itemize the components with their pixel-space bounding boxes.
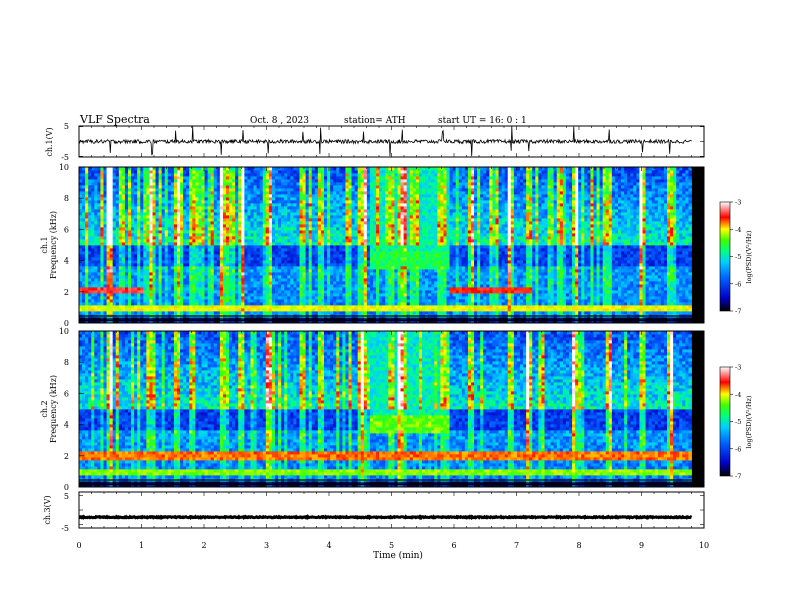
- ch1-spectrogram-image: [79, 167, 704, 324]
- x-tick-label: 9: [639, 541, 644, 550]
- figure-title: VLF Spectra: [79, 113, 150, 126]
- ch2-ytick-label: 4: [64, 421, 69, 430]
- ch1-colorbar-tick: -5: [735, 253, 741, 261]
- ch1-ytick-label: 6: [64, 225, 69, 234]
- ch2-spectrogram-panel: 0 2 4 6 8 10 Frequency (kHz) ch.2: [40, 327, 705, 492]
- ch1-ytick-label: 8: [64, 194, 69, 203]
- x-tick-label: 7: [514, 541, 519, 550]
- x-tick-labels: 0 1 2 3 4 5 6 7 8 9 10: [76, 541, 709, 550]
- ch1-waveform-panel: 5 -5 ch.1(V): [45, 122, 705, 162]
- ch3-waveform-line: [78, 514, 693, 521]
- start-time-label: start UT = 16: 0 : 1: [438, 116, 527, 126]
- ch2-ytick-label: 8: [64, 358, 69, 367]
- ch1-waveform-line: [78, 126, 692, 157]
- ch1-colorbar-tick: -4: [735, 226, 741, 234]
- ch1-waveform-ylabel: ch.1(V): [45, 127, 54, 156]
- ch2-ytick-label: 6: [64, 389, 69, 398]
- ch2-ytick-label: 0: [64, 483, 69, 492]
- ch2-colorbar-tick: -6: [735, 445, 741, 453]
- x-axis-label: Time (min): [373, 550, 423, 561]
- ch2-spectrogram-ylabel: Frequency (kHz): [49, 375, 58, 443]
- date-label: Oct. 8 , 2023: [250, 116, 309, 126]
- ch1-spectrogram-ylabel: Frequency (kHz): [49, 211, 58, 279]
- ch2-colorbar: log(PSD)(V²/Hz) -3 -4 -5 -6 -7: [719, 364, 753, 481]
- x-tick-label: 4: [326, 541, 331, 550]
- x-tick-label: 10: [699, 541, 709, 550]
- ch1-colorbar-tick: -6: [735, 280, 741, 288]
- station-label: station= ATH: [344, 116, 406, 126]
- x-tick-label: 1: [139, 541, 144, 550]
- ch2-ytick-label: 10: [59, 327, 69, 336]
- ch1-colorbar-tick: -3: [735, 199, 741, 207]
- ch2-colorbar-tick: -3: [735, 364, 741, 372]
- ch1-ytick-label: 2: [64, 288, 69, 297]
- ch1-colorbar-label: log(PSD)(V²/Hz): [745, 230, 753, 283]
- ch3-ytick-bottom: -5: [61, 524, 69, 533]
- ch1-ytick-label: 4: [64, 257, 69, 266]
- ch1-ytick-bottom: -5: [61, 153, 69, 162]
- ch1-ytick-label: 10: [59, 163, 69, 172]
- x-tick-label: 0: [76, 541, 81, 550]
- ch3-ytick-top: 5: [64, 492, 69, 501]
- ch2-ytick-label: 2: [64, 452, 69, 461]
- ch3-waveform-ylabel: ch.3(V): [43, 495, 52, 524]
- ch1-spectrogram-channel-label: ch.1: [40, 236, 49, 253]
- ch1-spectrogram-panel: 0 2 4 6 8 10 Frequency (kHz) ch.1: [40, 163, 705, 328]
- ch2-spectrogram-channel-label: ch.2: [40, 400, 49, 417]
- ch2-colorbar-tick: -4: [735, 391, 741, 399]
- ch2-spectrogram-image: [79, 331, 704, 488]
- x-tick-label: 6: [451, 541, 456, 550]
- ch3-waveform-panel: 5 -5 ch.3(V): [43, 491, 705, 533]
- ch1-ytick-top: 5: [64, 122, 69, 131]
- x-tick-label: 5: [389, 541, 394, 550]
- ch1-colorbar: log(PSD)(V²/Hz) -3 -4 -5 -6 -7: [719, 199, 753, 316]
- x-tick-label: 2: [201, 541, 206, 550]
- ch2-colorbar-tick: -7: [735, 473, 741, 481]
- ch2-colorbar-tick: -5: [735, 418, 741, 426]
- ch2-colorbar-label: log(PSD)(V²/Hz): [745, 395, 753, 448]
- x-tick-label: 3: [264, 541, 269, 550]
- ch1-colorbar-tick: -7: [735, 308, 741, 316]
- x-tick-label: 8: [576, 541, 581, 550]
- ch1-ytick-label: 0: [64, 319, 69, 328]
